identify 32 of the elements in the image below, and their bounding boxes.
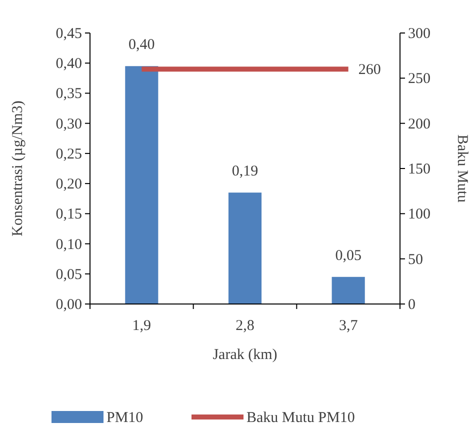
- y-tick-label: 0,35: [56, 86, 82, 102]
- x-tick-label: 1,9: [132, 318, 152, 334]
- bar: [125, 66, 158, 304]
- y-tick-label: 0,20: [56, 176, 82, 193]
- y2-axis-title: Baku Mutu: [454, 134, 470, 203]
- data-label: 0,40: [128, 37, 155, 54]
- x-tick-label: 2,8: [236, 318, 254, 334]
- y-tick-label: 0,15: [56, 206, 82, 223]
- x-axis-title: Jarak (km): [212, 347, 278, 363]
- bar: [332, 276, 365, 304]
- y-tick-label: 0,45: [56, 26, 82, 42]
- y-tick-label: 0,10: [56, 236, 82, 253]
- y-axis-title: Konsentrasi (µg/Nm3): [10, 100, 26, 236]
- y2-tick-label: 250: [408, 71, 430, 88]
- y2-tick-label: 50: [408, 252, 423, 268]
- data-label: 260: [358, 62, 381, 78]
- bar: [228, 192, 262, 304]
- y2-tick-label: 0: [408, 297, 416, 313]
- y-tick-label: 0,05: [56, 266, 82, 283]
- legend-label: PM10: [106, 410, 144, 426]
- y-tick-label: 0,00: [56, 297, 82, 313]
- legend-label: Baku Mutu PM10: [246, 410, 355, 426]
- y-tick-label: 0,30: [56, 116, 82, 132]
- y2-tick-label: 300: [408, 26, 430, 42]
- data-label: 0,05: [335, 248, 362, 264]
- x-tick-label: 3,7: [338, 318, 358, 334]
- y2-tick-label: 200: [408, 116, 430, 132]
- data-label: 0,19: [232, 164, 258, 180]
- y2-tick-label: 150: [408, 162, 430, 178]
- y-tick-label: 0,25: [56, 146, 82, 162]
- y2-tick-label: 100: [408, 206, 430, 223]
- y-tick-label: 0,40: [56, 56, 82, 72]
